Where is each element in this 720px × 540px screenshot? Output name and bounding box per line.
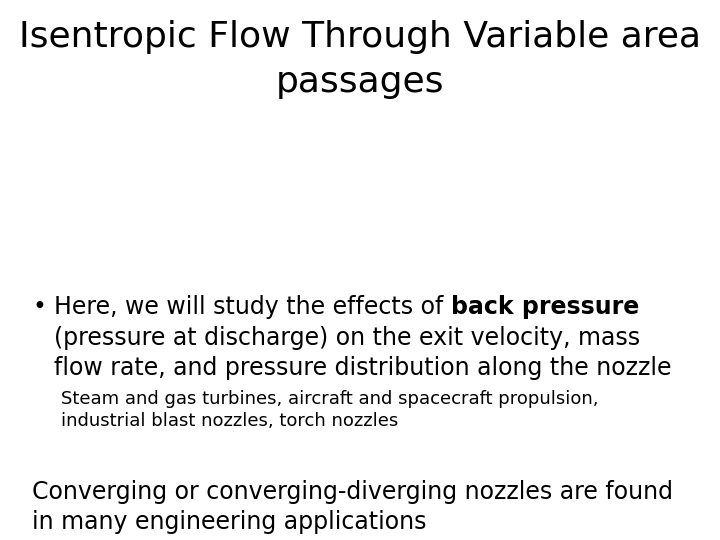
Text: Here, we will study the effects of: Here, we will study the effects of bbox=[54, 295, 451, 319]
Text: back pressure: back pressure bbox=[451, 295, 639, 319]
Text: flow rate, and pressure distribution along the nozzle: flow rate, and pressure distribution alo… bbox=[54, 356, 672, 380]
Text: Isentropic Flow Through Variable area
passages: Isentropic Flow Through Variable area pa… bbox=[19, 20, 701, 99]
Text: (pressure at discharge) on the exit velocity, mass: (pressure at discharge) on the exit velo… bbox=[54, 326, 640, 350]
Text: Converging or converging-diverging nozzles are found
in many engineering applica: Converging or converging-diverging nozzl… bbox=[32, 480, 673, 534]
Text: •: • bbox=[32, 295, 46, 319]
Text: Steam and gas turbines, aircraft and spacecraft propulsion,
industrial blast noz: Steam and gas turbines, aircraft and spa… bbox=[61, 390, 599, 430]
